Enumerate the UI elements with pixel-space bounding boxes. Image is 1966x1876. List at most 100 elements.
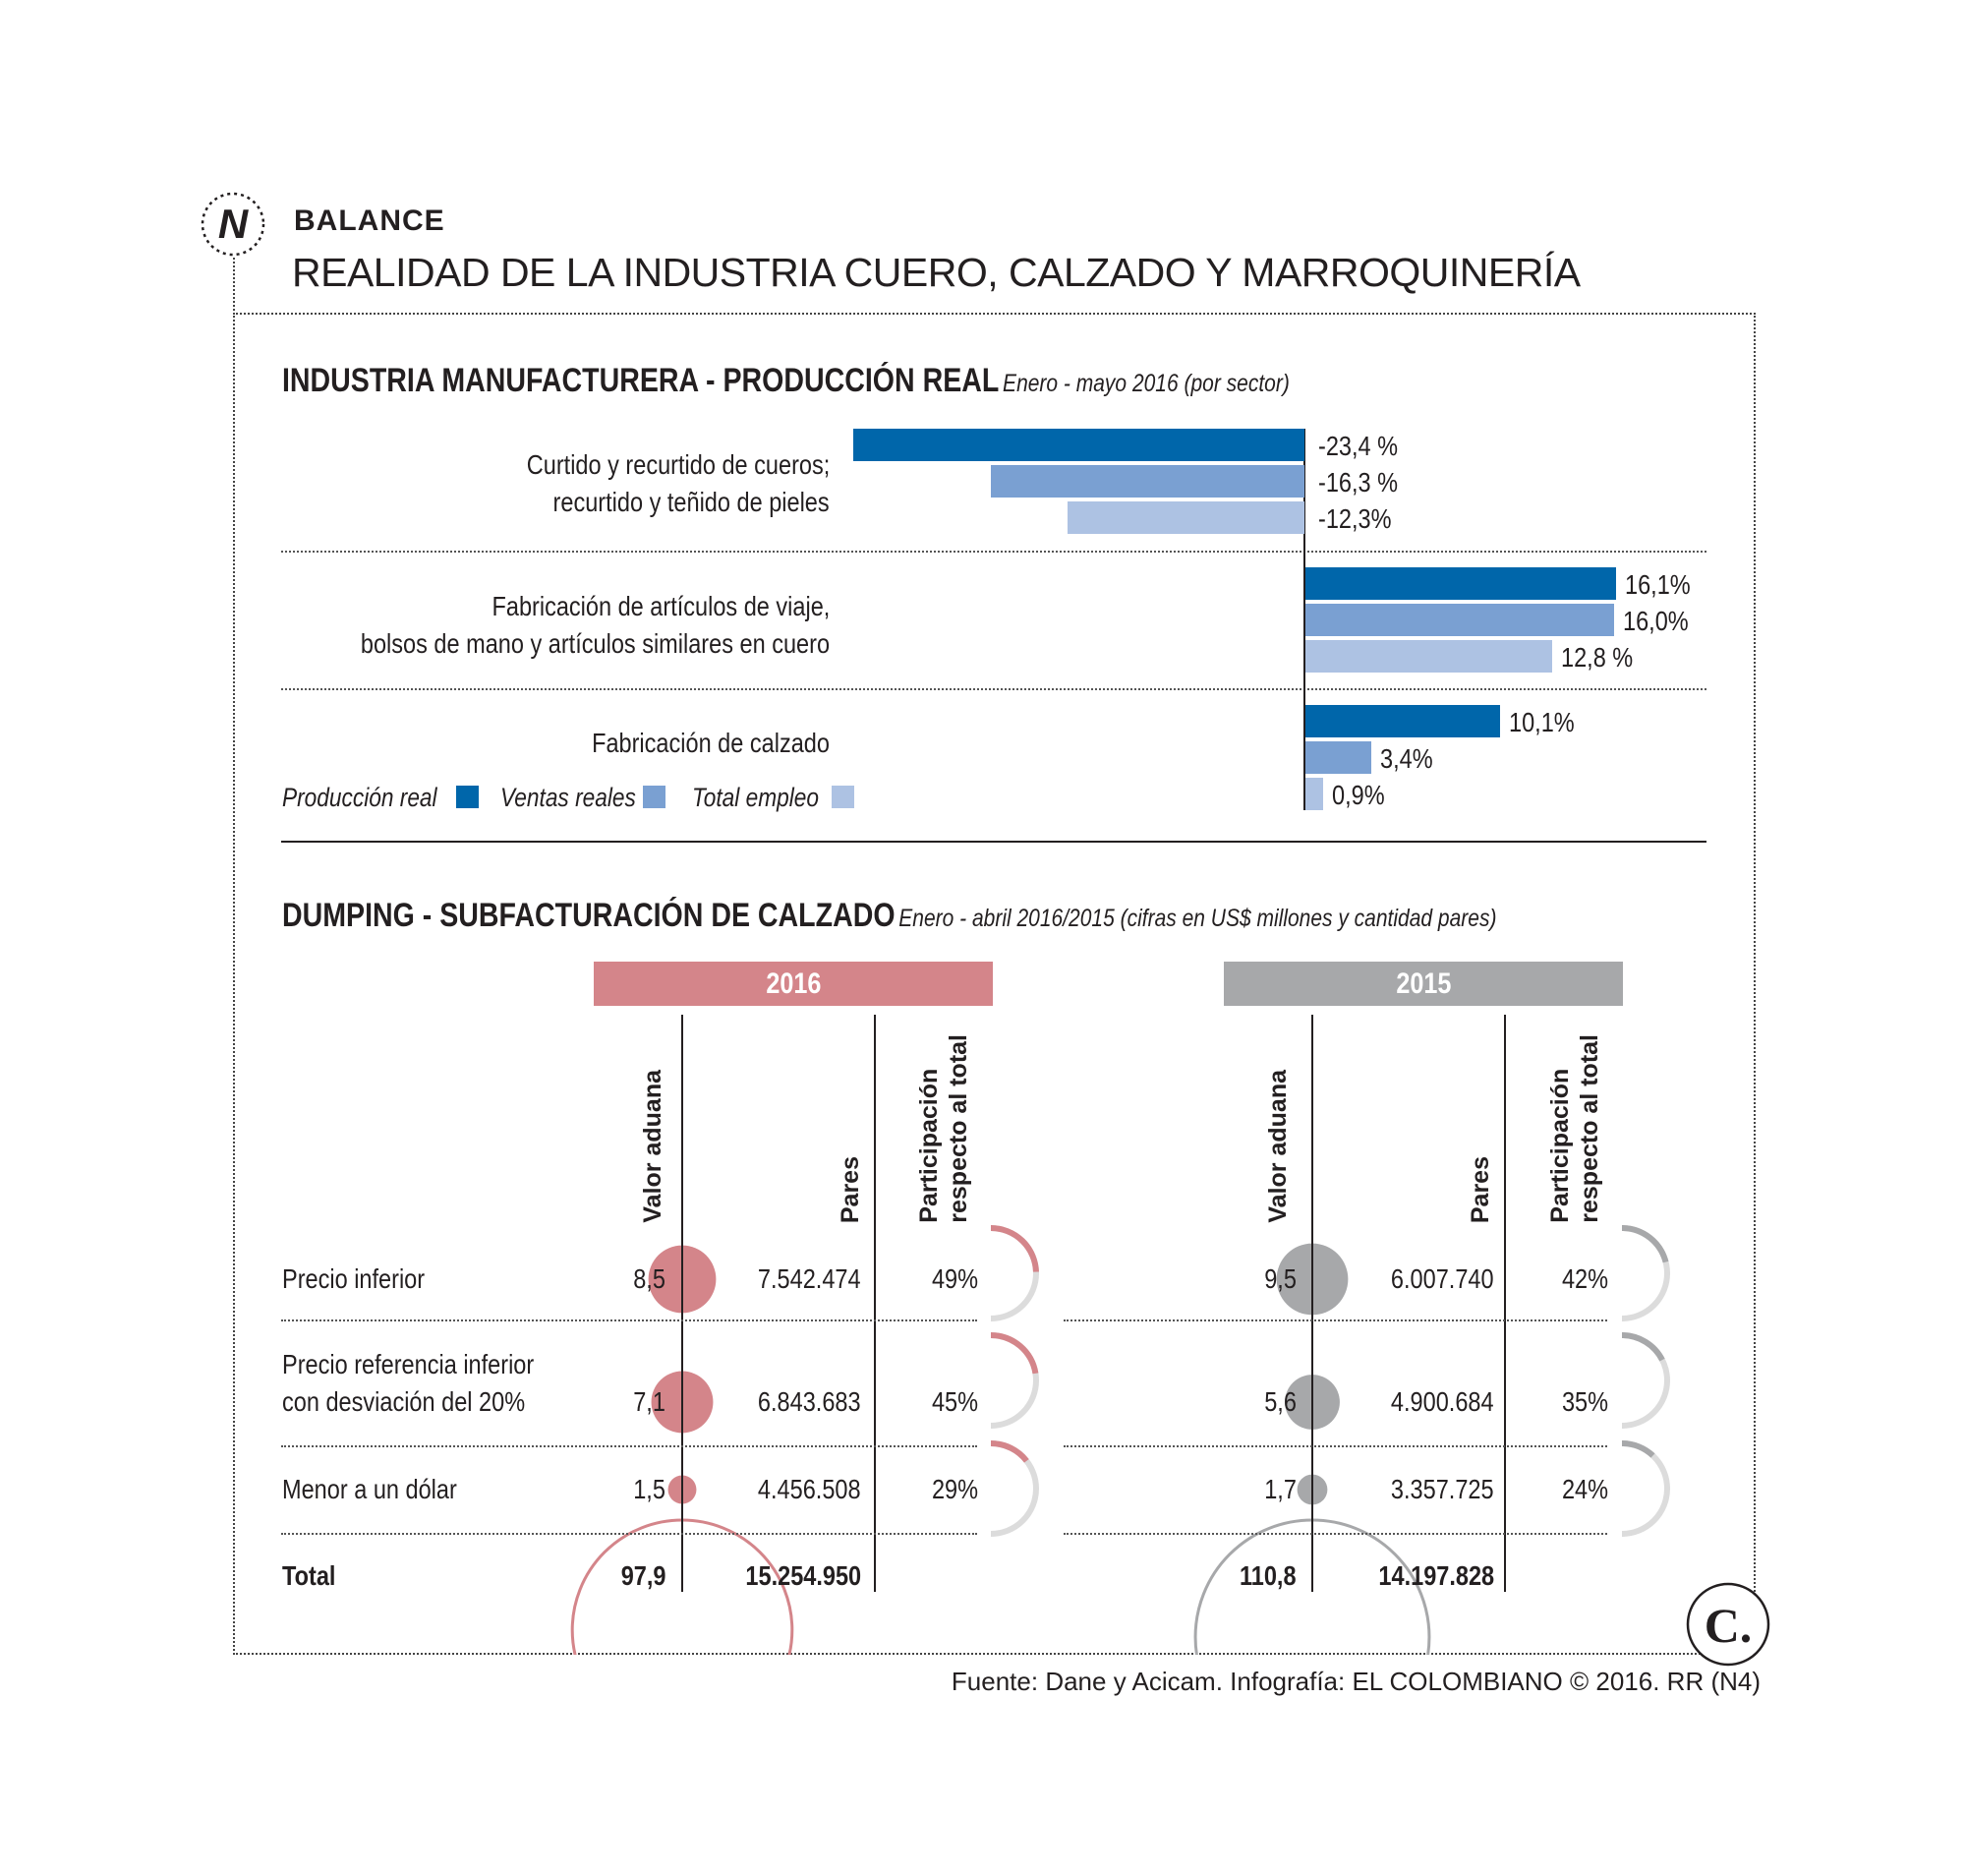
column-header: Pares bbox=[837, 1155, 864, 1223]
el-colombiano-logo: C. bbox=[1686, 1582, 1770, 1667]
sector-label: bolsos de mano y artículos similares en … bbox=[360, 628, 830, 659]
total-valor: 97,9 bbox=[620, 1560, 665, 1591]
bar bbox=[1305, 604, 1614, 636]
legend-swatch bbox=[832, 786, 854, 808]
bar bbox=[1067, 501, 1304, 534]
pct-arc-fill bbox=[990, 1332, 1039, 1375]
legend-swatch bbox=[456, 786, 479, 808]
bar-value-label: 16,0% bbox=[1622, 606, 1689, 636]
sector-label: recurtido y teñido de pieles bbox=[552, 487, 830, 517]
column-divider bbox=[1504, 1015, 1506, 1592]
section-divider bbox=[281, 841, 1706, 843]
participacion: 45% bbox=[931, 1386, 978, 1417]
year-header-2015: 2015 bbox=[1224, 962, 1623, 1006]
pct-arc-fill bbox=[1621, 1332, 1665, 1362]
column-header: Valor aduana bbox=[1264, 1070, 1292, 1223]
bar-value-label: 16,1% bbox=[1624, 569, 1691, 600]
row-label: Menor a un dólar bbox=[282, 1474, 457, 1504]
bar-value-label: 3,4% bbox=[1379, 743, 1433, 774]
column-divider bbox=[874, 1015, 876, 1592]
participacion: 49% bbox=[931, 1263, 978, 1294]
bar-value-label: -23,4 % bbox=[1318, 431, 1399, 461]
sector-label: Curtido y recurtido de cueros; bbox=[526, 449, 830, 480]
bar bbox=[1305, 741, 1371, 774]
valor-aduana: 9,5 bbox=[1264, 1263, 1297, 1294]
pct-arc-track bbox=[990, 1440, 1039, 1537]
row-label: Precio inferior bbox=[282, 1263, 426, 1294]
bar-value-label: 12,8 % bbox=[1560, 642, 1634, 673]
pct-arc-track bbox=[1621, 1225, 1670, 1321]
bar-value-label: 0,9% bbox=[1331, 780, 1385, 810]
pares: 4.456.508 bbox=[758, 1474, 861, 1504]
year-header-2016: 2016 bbox=[594, 962, 993, 1006]
row-separator bbox=[281, 1533, 977, 1535]
zero-axis bbox=[1303, 429, 1305, 810]
column-divider bbox=[1311, 1015, 1313, 1592]
column-header: Pares bbox=[1467, 1155, 1494, 1223]
total-label: Total bbox=[282, 1560, 336, 1591]
svg-text:N: N bbox=[218, 201, 250, 247]
bar bbox=[990, 465, 1304, 498]
year-label: 2016 bbox=[765, 967, 822, 1000]
section2-subtitle: Enero - abril 2016/2015 (cifras en US$ m… bbox=[898, 905, 1497, 932]
participacion: 42% bbox=[1561, 1263, 1608, 1294]
participacion: 24% bbox=[1561, 1474, 1608, 1504]
legend-label: Ventas reales bbox=[500, 783, 636, 812]
pct-arc-track bbox=[1621, 1440, 1670, 1537]
sector-label: Fabricación de calzado bbox=[592, 728, 830, 758]
bar bbox=[853, 429, 1304, 461]
legend-label: Total empleo bbox=[692, 783, 820, 812]
valor-aduana: 5,6 bbox=[1264, 1386, 1297, 1417]
row-separator bbox=[1064, 1319, 1607, 1321]
participacion: 29% bbox=[931, 1474, 978, 1504]
valor-aduana: 1,5 bbox=[633, 1474, 665, 1504]
legend-label: Producción real bbox=[282, 783, 437, 812]
group-separator bbox=[281, 688, 1706, 690]
section2-title: DUMPING - SUBFACTURACIÓN DE CALZADO bbox=[282, 897, 896, 934]
bar bbox=[1305, 705, 1500, 737]
column-divider bbox=[681, 1015, 683, 1592]
column-header: Valor aduana bbox=[639, 1070, 666, 1223]
pct-arc-fill bbox=[1621, 1225, 1669, 1263]
total-pares: 14.197.828 bbox=[1378, 1560, 1494, 1591]
row-separator bbox=[1064, 1533, 1607, 1535]
pct-arc-fill bbox=[1621, 1440, 1655, 1458]
section1-title: INDUSTRIA MANUFACTURERA - PRODUCCIÓN REA… bbox=[282, 362, 1000, 399]
bar-value-label: -12,3% bbox=[1318, 503, 1392, 534]
total-valor: 110,8 bbox=[1240, 1560, 1297, 1591]
group-separator bbox=[281, 551, 1706, 553]
bar bbox=[1305, 567, 1616, 600]
pares: 6.007.740 bbox=[1391, 1263, 1494, 1294]
row-label: Precio referencia inferior bbox=[282, 1349, 535, 1379]
row-label: con desviación del 20% bbox=[282, 1386, 526, 1417]
pares: 3.357.725 bbox=[1391, 1474, 1494, 1504]
bar bbox=[1305, 778, 1323, 810]
kicker: BALANCE bbox=[294, 205, 445, 237]
pct-arc-fill bbox=[990, 1440, 1029, 1463]
svg-text:C.: C. bbox=[1705, 1598, 1753, 1653]
valor-aduana: 7,1 bbox=[633, 1386, 665, 1417]
row-separator bbox=[281, 1445, 977, 1447]
n-logo: N bbox=[201, 192, 265, 257]
section1-subtitle: Enero - mayo 2016 (por sector) bbox=[1003, 370, 1290, 397]
participacion: 35% bbox=[1561, 1386, 1608, 1417]
content-frame bbox=[233, 313, 1756, 1655]
column-header: Participación respecto al total bbox=[1546, 1034, 1603, 1223]
main-title: REALIDAD DE LA INDUSTRIA CUERO, CALZADO … bbox=[292, 250, 1581, 295]
frame-stub bbox=[233, 258, 235, 315]
bar-value-label: -16,3 % bbox=[1318, 467, 1399, 498]
pares: 6.843.683 bbox=[758, 1386, 861, 1417]
row-separator bbox=[281, 1319, 977, 1321]
sector-label: Fabricación de artículos de viaje, bbox=[492, 591, 830, 621]
pares: 7.542.474 bbox=[758, 1263, 861, 1294]
pct-arc-track bbox=[1621, 1332, 1670, 1429]
total-pares: 15.254.950 bbox=[745, 1560, 861, 1591]
year-label: 2015 bbox=[1395, 967, 1452, 1000]
column-header: Participación respecto al total bbox=[915, 1034, 972, 1223]
row-separator bbox=[1064, 1445, 1607, 1447]
section1-heading: INDUSTRIA MANUFACTURERA - PRODUCCIÓN REA… bbox=[282, 362, 1290, 400]
valor-aduana: 1,7 bbox=[1264, 1474, 1297, 1504]
pares: 4.900.684 bbox=[1391, 1386, 1494, 1417]
pct-arc-track bbox=[990, 1332, 1039, 1429]
bar-value-label: 10,1% bbox=[1508, 707, 1575, 737]
